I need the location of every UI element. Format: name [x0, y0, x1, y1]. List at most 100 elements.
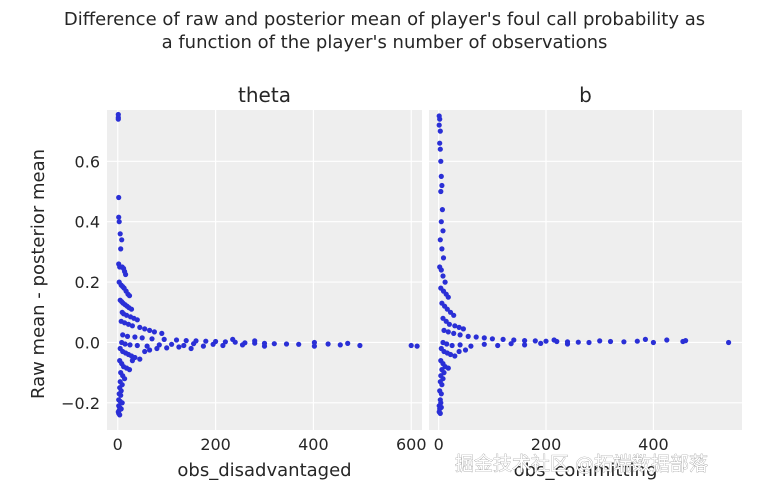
data-point	[139, 335, 145, 341]
data-point	[442, 279, 448, 285]
data-point	[142, 326, 148, 332]
data-point	[438, 404, 444, 410]
data-point	[124, 312, 130, 318]
data-point	[137, 324, 143, 330]
data-point	[129, 323, 135, 329]
data-point	[220, 342, 226, 349]
data-point	[489, 336, 495, 342]
data-point	[683, 338, 689, 344]
data-point	[283, 341, 290, 347]
data-point	[129, 358, 135, 364]
panel-theta: 0 200 400 600 −0.2 0.0 0.2 0.4 0.6 theta obs_disad…	[61, 83, 426, 481]
data-point	[437, 410, 443, 416]
data-point	[445, 365, 451, 371]
data-point	[449, 342, 455, 349]
data-point	[149, 336, 155, 342]
data-point	[169, 341, 175, 347]
data-point	[439, 382, 445, 388]
data-point	[126, 293, 133, 299]
data-point	[438, 158, 444, 164]
data-point	[465, 333, 471, 339]
panel-title: b	[579, 83, 592, 107]
data-point	[159, 330, 165, 336]
data-point	[508, 341, 514, 347]
data-point	[151, 329, 157, 335]
data-point	[438, 188, 444, 195]
data-point	[444, 341, 450, 347]
data-point	[500, 336, 506, 342]
plot-area	[429, 110, 742, 430]
data-point	[144, 343, 150, 349]
data-point	[181, 342, 187, 349]
data-point	[200, 343, 206, 349]
x-tick-label: 0	[434, 435, 444, 454]
data-point	[438, 173, 444, 179]
data-point	[357, 342, 363, 349]
y-tick-label: −0.2	[61, 394, 100, 413]
data-point	[239, 342, 246, 348]
data-point	[481, 341, 487, 347]
data-point	[203, 338, 209, 344]
data-point	[446, 321, 452, 327]
data-point	[437, 237, 443, 243]
figure-title-line-2: a function of the player's number of obs…	[162, 32, 608, 53]
data-point	[122, 320, 128, 326]
data-point	[439, 182, 445, 189]
data-point	[438, 267, 444, 273]
data-point	[183, 338, 189, 344]
x-axis-label: obs_disadvantaged	[177, 460, 351, 481]
data-point	[128, 306, 135, 312]
panel-title: theta	[238, 83, 291, 107]
data-point	[438, 400, 444, 406]
data-point	[132, 334, 138, 340]
data-point	[137, 356, 143, 362]
data-point	[188, 345, 194, 352]
data-point	[134, 342, 140, 349]
x-tick-label: 200	[200, 435, 231, 454]
data-point	[597, 338, 603, 344]
data-point	[271, 341, 277, 347]
data-point	[439, 207, 445, 213]
data-point	[473, 334, 479, 340]
data-point	[161, 336, 167, 342]
data-point	[127, 342, 133, 348]
data-point	[436, 122, 442, 128]
panel-b: 0 200 400 b obs_committing	[429, 83, 742, 481]
data-point	[115, 116, 121, 122]
data-point	[122, 376, 128, 382]
data-point	[117, 231, 123, 237]
data-point	[116, 214, 122, 220]
data-point	[252, 338, 258, 344]
data-point	[621, 339, 627, 345]
data-point	[118, 392, 124, 398]
data-point	[230, 336, 236, 342]
data-point	[122, 341, 128, 347]
data-point	[440, 255, 447, 261]
data-point	[564, 341, 571, 347]
data-point	[222, 339, 228, 345]
y-axis-label: Raw mean - posterior mean	[28, 149, 49, 399]
data-point	[437, 128, 443, 134]
y-tick-label: 0.6	[75, 152, 100, 171]
data-point	[456, 348, 462, 355]
data-point	[452, 323, 458, 329]
data-point	[522, 342, 528, 348]
data-point	[126, 367, 133, 373]
data-point	[176, 344, 182, 350]
data-point	[437, 146, 443, 152]
data-point	[532, 338, 538, 344]
data-point	[408, 342, 414, 349]
data-point	[522, 338, 528, 344]
y-tick-label: 0.0	[75, 333, 100, 352]
data-point	[337, 342, 343, 348]
data-point	[551, 337, 557, 343]
data-point	[173, 337, 180, 343]
data-point	[437, 140, 443, 146]
data-point	[444, 306, 450, 312]
data-point	[125, 321, 132, 327]
data-point	[261, 343, 268, 349]
data-point	[124, 333, 131, 339]
data-point	[438, 219, 444, 225]
x-tick-label: 400	[638, 435, 669, 454]
data-point	[451, 330, 457, 336]
